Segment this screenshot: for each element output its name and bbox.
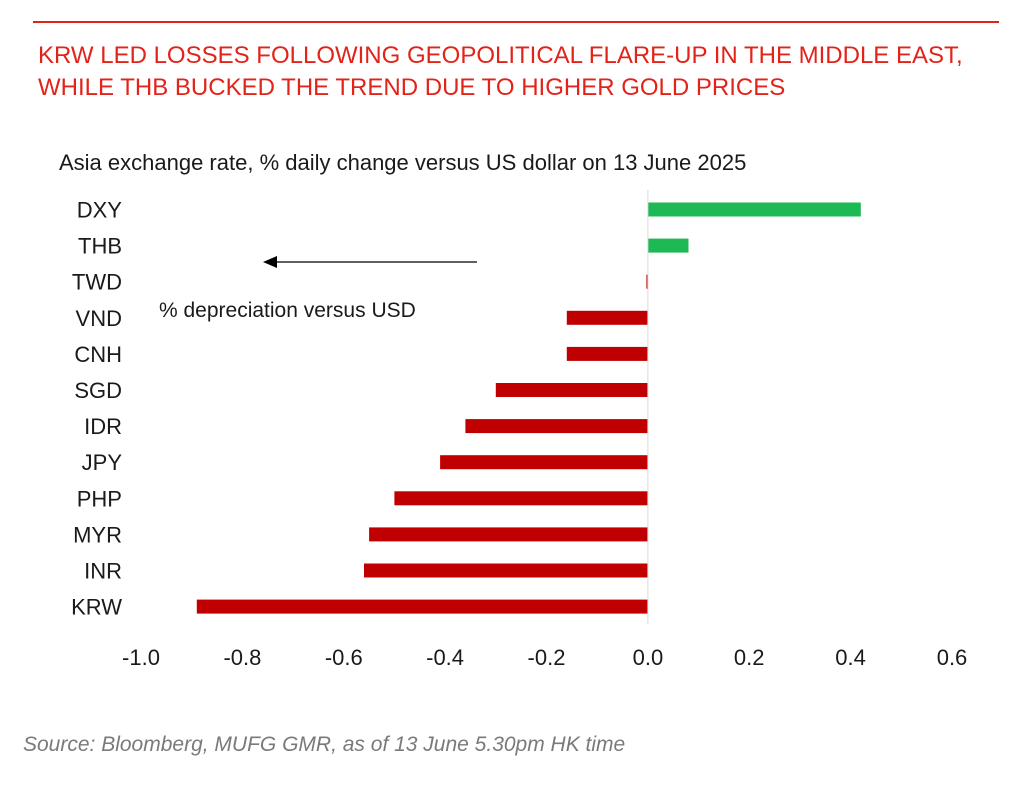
x-tick-label: 0.6 [937, 645, 968, 670]
chart-title: Asia exchange rate, % daily change versu… [59, 150, 747, 175]
x-tick-label: -0.6 [325, 645, 363, 670]
bar-thb [647, 238, 689, 253]
depreciation-annotation: % depreciation versus USD [159, 256, 477, 322]
category-label-php: PHP [77, 486, 122, 511]
category-labels: DXY THB TWD VND CNH SGD IDR JPY PHP MYR INR KRW [71, 198, 122, 620]
category-label-vnd: VND [76, 306, 122, 331]
x-tick-label: 0.4 [835, 645, 866, 670]
category-label-dxy: DXY [77, 198, 123, 223]
bars-group [196, 202, 861, 614]
bar-jpy [440, 455, 648, 470]
bar-cnh [566, 346, 648, 361]
x-tick-label: 0.2 [734, 645, 765, 670]
x-tick-label: 0.0 [633, 645, 664, 670]
bar-dxy [647, 202, 861, 217]
x-tick-label: -0.8 [223, 645, 261, 670]
chart-headline: KRW LED LOSSES FOLLOWING GEOPOLITICAL FL… [38, 42, 963, 101]
x-tick-label: -0.4 [426, 645, 464, 670]
x-tick-label: -0.2 [528, 645, 566, 670]
bar-idr [465, 419, 648, 434]
category-label-twd: TWD [72, 270, 122, 295]
x-axis-ticks: -1.0 -0.8 -0.6 -0.4 -0.2 0.0 0.2 0.4 0.6 [122, 645, 967, 670]
bar-php [394, 491, 648, 506]
category-label-idr: IDR [84, 414, 122, 439]
annotation-arrow-head [263, 256, 277, 268]
category-label-krw: KRW [71, 595, 122, 620]
category-label-inr: INR [84, 559, 122, 584]
source-note: Source: Bloomberg, MUFG GMR, as of 13 Ju… [23, 733, 626, 756]
x-tick-label: -1.0 [122, 645, 160, 670]
bar-krw [196, 599, 648, 614]
category-label-jpy: JPY [82, 450, 123, 475]
annotation-text: % depreciation versus USD [159, 299, 416, 322]
bar-sgd [495, 383, 648, 397]
bar-myr [369, 527, 648, 542]
bar-vnd [566, 310, 648, 325]
top-rule [33, 21, 999, 23]
category-label-cnh: CNH [74, 342, 122, 367]
category-label-thb: THB [78, 234, 122, 259]
category-label-myr: MYR [73, 522, 122, 547]
bar-inr [364, 563, 648, 578]
bar-chart: DXY THB TWD VND CNH SGD IDR JPY PHP MYR INR KRW -1.… [71, 190, 967, 670]
bar-twd [646, 274, 648, 289]
category-label-sgd: SGD [74, 378, 122, 403]
